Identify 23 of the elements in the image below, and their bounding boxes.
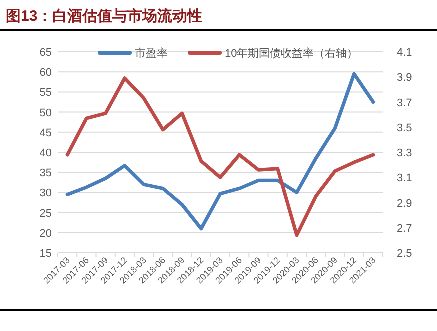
y2-tick-label: 2.7: [397, 222, 412, 235]
y-tick-label: 20: [40, 228, 52, 240]
y2-tick-label: 2.5: [397, 248, 412, 260]
y-tick-label: 60: [40, 67, 52, 80]
y2-tick-label: 2.9: [397, 198, 412, 210]
legend-label: 10年期国债收益率（右轴）: [225, 47, 358, 60]
y-tick-label: 55: [40, 87, 52, 100]
y-tick-label: 65: [40, 47, 52, 59]
y2-tick-label: 3.3: [397, 148, 412, 160]
y-tick-label: 15: [40, 248, 52, 260]
y-tick-label: 45: [40, 127, 52, 140]
y2-tick-label: 3.1: [397, 172, 412, 185]
y-tick-label: 40: [40, 148, 52, 160]
legend-label: 市盈率: [135, 47, 168, 60]
y2-tick-label: 3.9: [397, 72, 412, 84]
title: 图13：白酒估值与市场流动性: [6, 8, 203, 25]
y-tick-label: 30: [40, 188, 52, 200]
y-tick-label: 25: [40, 208, 52, 220]
y2-tick-label: 4.1: [397, 47, 412, 59]
y-tick-label: 35: [40, 168, 52, 180]
y2-tick-label: 3.7: [397, 97, 412, 110]
y-tick-label: 50: [40, 107, 52, 120]
y2-tick-label: 3.5: [397, 122, 412, 134]
